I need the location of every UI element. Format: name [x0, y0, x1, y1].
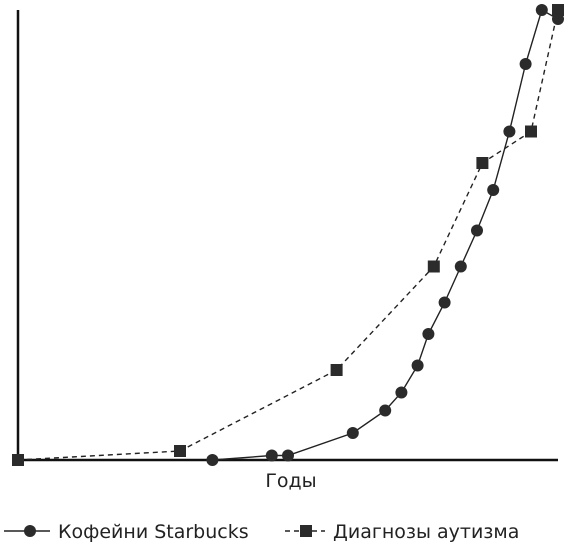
data-point-starbucks-8 [438, 296, 451, 309]
data-point-starbucks-4 [379, 404, 392, 417]
data-point-starbucks-2 [282, 449, 294, 462]
data-point-starbucks-7 [422, 328, 435, 340]
data-point-starbucks-0 [206, 454, 219, 466]
data-point-starbucks-14 [535, 4, 548, 16]
x-axis-label: Годы [265, 470, 316, 492]
data-point-autism-0 [12, 454, 24, 466]
data-point-starbucks-11 [487, 184, 500, 196]
data-point-starbucks-6 [411, 359, 424, 372]
data-point-autism-6 [552, 4, 564, 16]
series-layer [12, 4, 564, 466]
data-point-starbucks-15 [552, 13, 564, 25]
series-line-starbucks [212, 8, 559, 461]
legend-label-autism: Диагнозы аутизма [333, 521, 519, 543]
data-point-autism-5 [525, 125, 537, 138]
legend-item-starbucks: Кофейни Starbucks [4, 521, 249, 543]
data-point-starbucks-12 [503, 125, 516, 138]
legend: Кофейни Starbucks Диагнозы аутизма [4, 521, 519, 543]
data-point-starbucks-5 [395, 386, 408, 399]
data-point-starbucks-3 [346, 427, 359, 439]
data-point-starbucks-13 [519, 58, 532, 70]
data-point-autism-3 [427, 260, 440, 273]
legend-circle-marker [24, 525, 36, 537]
legend-item-autism: Диагнозы аутизма [285, 521, 519, 543]
data-point-starbucks-1 [265, 449, 278, 462]
legend-label-starbucks: Кофейни Starbucks [58, 521, 249, 543]
legend-square-marker [300, 525, 312, 537]
data-point-autism-1 [174, 445, 186, 457]
data-point-autism-4 [476, 157, 489, 169]
data-point-autism-2 [330, 364, 343, 376]
data-point-starbucks-10 [471, 224, 483, 237]
data-point-starbucks-9 [454, 260, 467, 273]
